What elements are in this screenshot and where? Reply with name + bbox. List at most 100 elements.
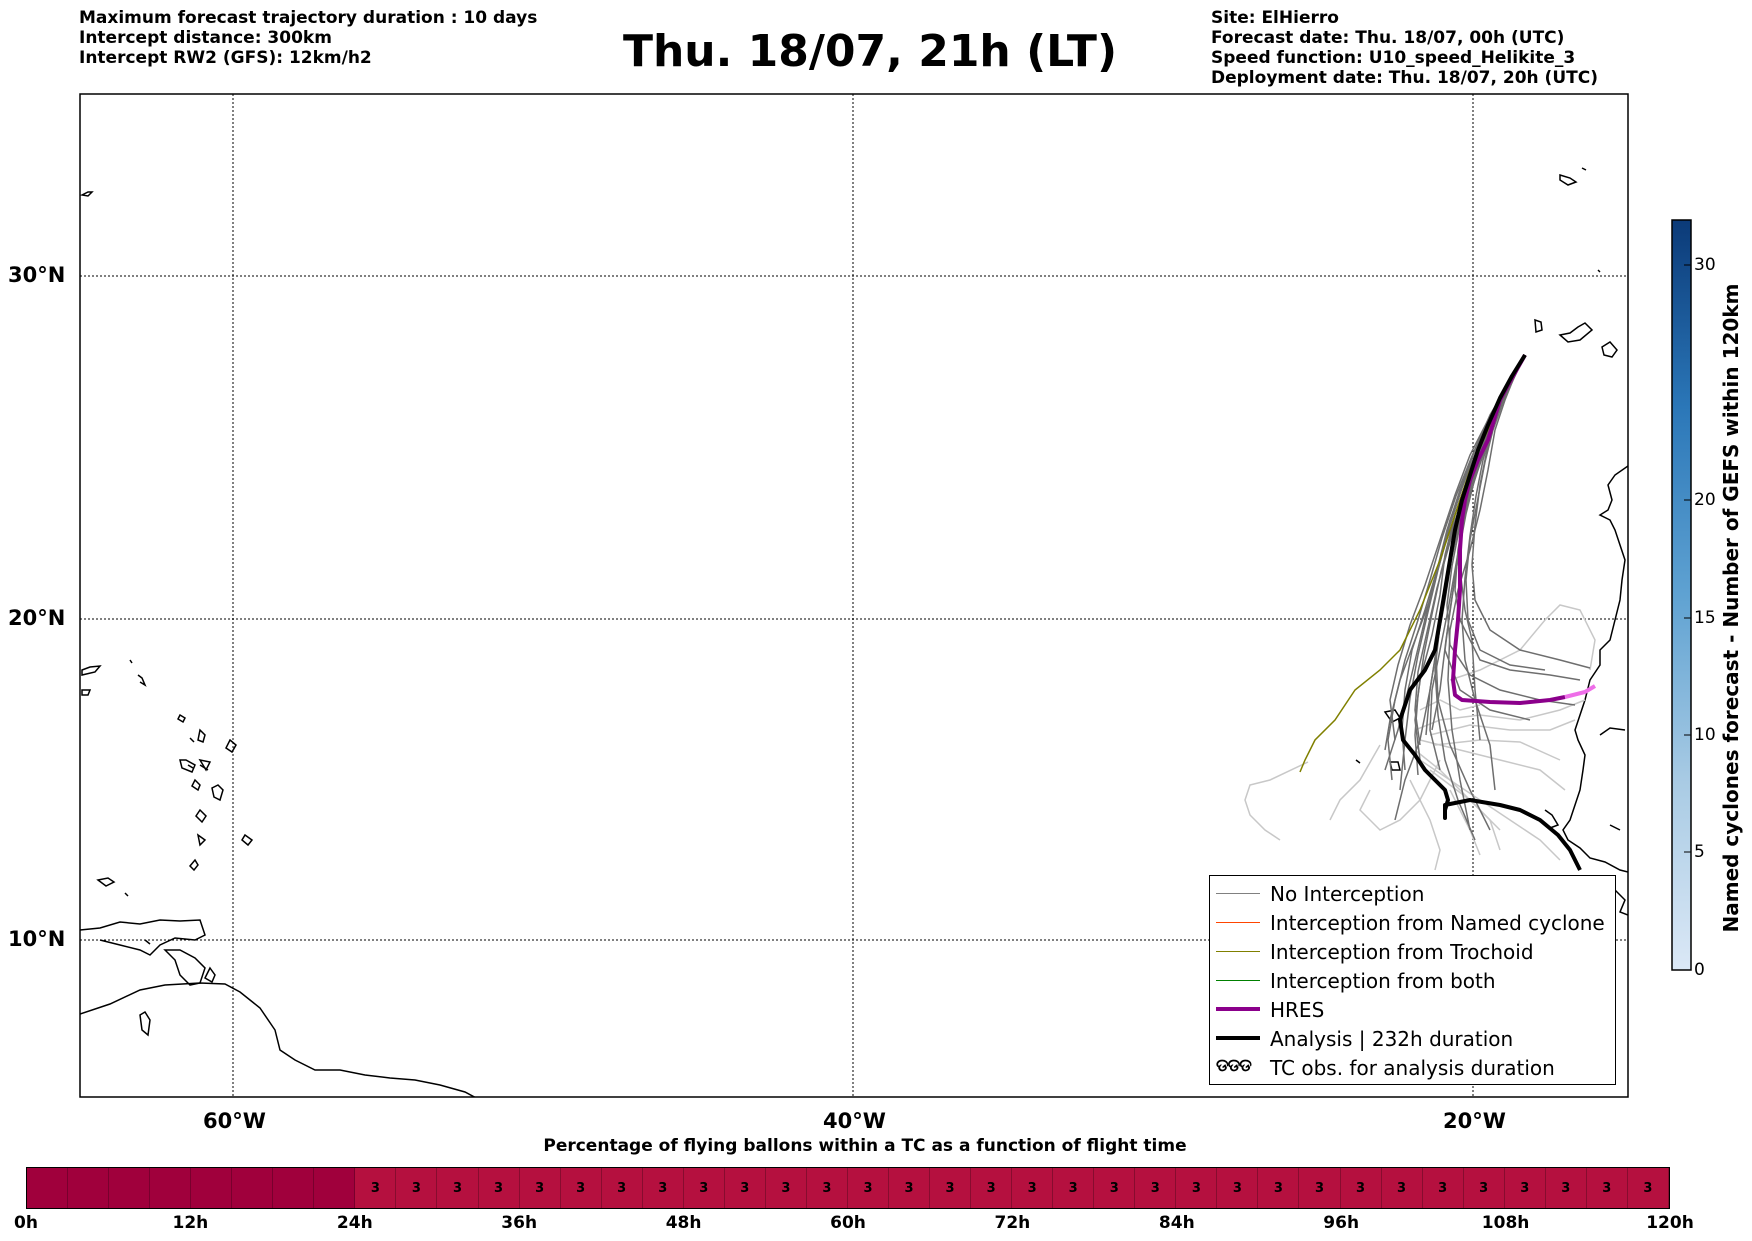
timebar-cell: 3 xyxy=(642,1168,684,1208)
timebar-cell: 3 xyxy=(724,1168,766,1208)
timebar-cell: 3 xyxy=(765,1168,807,1208)
legend: No Interception Interception from Named … xyxy=(1209,875,1616,1085)
lat-label-10n: 10°N xyxy=(8,927,66,951)
timebar-cell: 3 xyxy=(437,1168,479,1208)
timebar-cell: 3 xyxy=(1504,1168,1546,1208)
timebar-cell: 3 xyxy=(971,1168,1013,1208)
timebar-tick-label: 84h xyxy=(1158,1213,1195,1233)
analysis-track xyxy=(1398,353,1582,871)
legend-swatch xyxy=(1216,893,1260,894)
timebar-tick-label: 36h xyxy=(501,1213,538,1233)
timebar-cell: 3 xyxy=(1135,1168,1177,1208)
timebar-cell xyxy=(109,1168,151,1208)
timebar-cell: 3 xyxy=(930,1168,972,1208)
timebar-cell: 3 xyxy=(601,1168,643,1208)
colorbar-tick: 5 xyxy=(1694,842,1705,862)
legend-label: Analysis | 232h duration xyxy=(1270,1027,1514,1051)
timebar-cell: 3 xyxy=(560,1168,602,1208)
timebar-cell: 3 xyxy=(847,1168,889,1208)
timebar-cell: 3 xyxy=(1012,1168,1054,1208)
forecast-date-text: Forecast date: Thu. 18/07, 00h (UTC) xyxy=(1211,28,1565,48)
timebar-tick-label: 60h xyxy=(830,1213,866,1233)
timebar-cell: 3 xyxy=(1340,1168,1382,1208)
timebar-tick-label: 72h xyxy=(994,1213,1031,1233)
legend-swatch xyxy=(1216,1036,1260,1040)
timebar-cell: 3 xyxy=(1422,1168,1464,1208)
timebar-cell: 3 xyxy=(1176,1168,1218,1208)
legend-label: TC obs. for analysis duration xyxy=(1270,1056,1555,1080)
colorbar-tick: 10 xyxy=(1694,725,1716,745)
lat-label-20n: 20°N xyxy=(8,606,66,630)
timebar-cell: 3 xyxy=(1053,1168,1095,1208)
timebar-cell: 3 xyxy=(519,1168,561,1208)
lat-label-30n: 30°N xyxy=(8,263,66,287)
timebar-cell: 3 xyxy=(806,1168,848,1208)
speed-function-text: Speed function: U10_speed_Helikite_3 xyxy=(1211,48,1576,68)
site-text: Site: ElHierro xyxy=(1211,8,1339,28)
timebar-tick-label: 24h xyxy=(336,1213,373,1233)
timebar-tick-label: 12h xyxy=(172,1213,209,1233)
map-frame xyxy=(79,93,1629,1098)
lon-label-20w: 20°W xyxy=(1443,1109,1506,1133)
timebar-cell: 3 xyxy=(396,1168,438,1208)
timebar-cell xyxy=(232,1168,274,1208)
intercept-distance-text: Intercept distance: 300km xyxy=(79,28,332,48)
timebar-cell xyxy=(273,1168,315,1208)
deployment-date-text: Deployment date: Thu. 18/07, 20h (UTC) xyxy=(1211,68,1598,88)
timebar-tick-label: 48h xyxy=(665,1213,702,1233)
colorbar-label: Named cyclones forecast - Number of GEFS… xyxy=(1719,283,1743,933)
timebar-cell xyxy=(27,1168,69,1208)
legend-swatch xyxy=(1216,922,1260,923)
colorbar-tick: 15 xyxy=(1694,608,1716,628)
colorbar xyxy=(1671,219,1692,971)
lon-label-40w: 40°W xyxy=(823,1109,886,1133)
legend-swatch xyxy=(1216,1007,1260,1011)
timebar-title: Percentage of flying ballons within a TC… xyxy=(543,1136,1187,1156)
coastlines xyxy=(80,167,1628,1097)
timebar-cell: 3 xyxy=(1545,1168,1587,1208)
timebar-cell xyxy=(314,1168,356,1208)
timebar-cell: 3 xyxy=(1627,1168,1669,1208)
timebar-cell: 3 xyxy=(1463,1168,1505,1208)
timebar-cell: 3 xyxy=(683,1168,725,1208)
max-duration-text: Maximum forecast trajectory duration : 1… xyxy=(79,8,538,28)
timebar-cell: 3 xyxy=(1586,1168,1628,1208)
timebar-tick-label: 120h xyxy=(1646,1213,1694,1233)
colorbar-tick: 20 xyxy=(1694,490,1716,510)
legend-label: Interception from Trochoid xyxy=(1270,940,1534,964)
timebar-tick-label: 96h xyxy=(1323,1213,1360,1233)
timebar-cell: 3 xyxy=(1258,1168,1300,1208)
timebar-tick-label: 0h xyxy=(14,1213,38,1233)
colorbar-tick: 30 xyxy=(1694,255,1716,275)
legend-label: No Interception xyxy=(1270,882,1425,906)
legend-swatch xyxy=(1216,980,1260,981)
run-parameters: Maximum forecast trajectory duration : 1… xyxy=(79,8,537,68)
timebar-tick-label: 108h xyxy=(1481,1213,1530,1233)
colorbar-tick: 0 xyxy=(1694,960,1705,980)
hres-track-extension xyxy=(1564,684,1597,699)
timebar-cell: 3 xyxy=(1381,1168,1423,1208)
lon-label-60w: 60°W xyxy=(203,1109,266,1133)
site-info: Site: ElHierro Forecast date: Thu. 18/07… xyxy=(1211,8,1598,88)
timebar-cell: 3 xyxy=(478,1168,520,1208)
hres-track xyxy=(1451,354,1566,705)
timebar-cell: 3 xyxy=(1094,1168,1136,1208)
legend-label: HRES xyxy=(1270,998,1325,1022)
timebar-cell xyxy=(150,1168,192,1208)
legend-label: Interception from Named cyclone xyxy=(1270,911,1605,935)
legend-swatch xyxy=(1216,951,1260,952)
page-title: Thu. 18/07, 21h (LT) xyxy=(622,26,1118,77)
timebar-cell: 3 xyxy=(355,1168,397,1208)
timebar-cell xyxy=(191,1168,233,1208)
graticule xyxy=(80,94,1628,1097)
timebar-cell: 3 xyxy=(1299,1168,1341,1208)
colorbar-ticks xyxy=(1684,264,1691,971)
intercept-rw2-text: Intercept RW2 (GFS): 12km/h2 xyxy=(79,48,372,68)
tc-symbol-icon: ଡଡଡ xyxy=(1216,1056,1252,1076)
timebar-cell xyxy=(68,1168,110,1208)
timebar-cell: 3 xyxy=(1217,1168,1259,1208)
timebar-cell: 3 xyxy=(888,1168,931,1208)
legend-label: Interception from both xyxy=(1270,969,1496,993)
